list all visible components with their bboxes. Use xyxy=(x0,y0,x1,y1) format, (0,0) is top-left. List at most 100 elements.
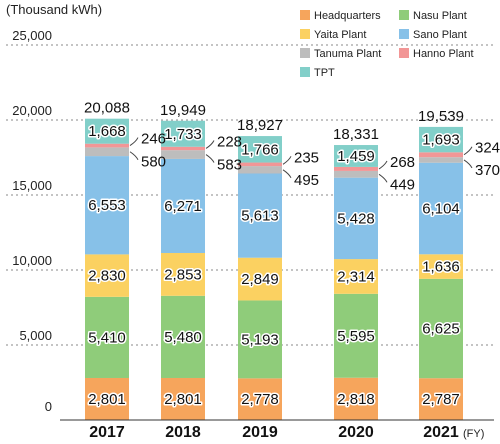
bar-segment xyxy=(85,296,129,378)
x-tick-label: 2019 xyxy=(242,424,278,441)
legend-label: Tanuma Plant xyxy=(314,48,381,60)
bar-segment xyxy=(334,377,378,420)
bar-segment xyxy=(419,152,463,158)
bar-segment xyxy=(85,254,129,297)
bar-segment xyxy=(161,158,205,253)
legend: Headquarters Nasu Plant Yaita Plant Sano Pl… xyxy=(300,10,474,79)
y-axis: 0 5,000 10,000 15,000 20,000 25,000 xyxy=(12,28,52,414)
segment-label: 2,853 xyxy=(164,266,202,283)
hanno-label: 235 xyxy=(294,149,319,166)
bar-segment xyxy=(161,150,205,159)
leader-line xyxy=(463,146,473,156)
bars xyxy=(85,118,463,420)
segment-label: 1,766 xyxy=(241,141,279,158)
total-label: 19,949 xyxy=(160,102,206,119)
legend-swatch xyxy=(300,48,310,58)
leader-line xyxy=(129,151,139,160)
tanuma-label: 449 xyxy=(390,176,415,193)
hanno-label: 324 xyxy=(475,140,500,157)
bar-segment xyxy=(334,145,378,167)
segment-label: 5,480 xyxy=(164,329,202,346)
hanno-label: 246 xyxy=(141,131,166,148)
bar-segment xyxy=(419,157,463,163)
bar-segment xyxy=(419,378,463,420)
hanno-label: 268 xyxy=(390,154,415,171)
legend-swatch xyxy=(399,10,409,20)
legend-swatch xyxy=(399,48,409,58)
fiscal-year-suffix: (FY) xyxy=(463,428,484,440)
legend-label: Hanno Plant xyxy=(413,48,474,60)
bar-segment xyxy=(238,378,282,420)
bar-segment xyxy=(419,278,463,379)
segment-label: 2,818 xyxy=(337,391,375,408)
segment-label: 2,849 xyxy=(241,271,279,288)
bar-segment xyxy=(238,257,282,301)
bar-segment xyxy=(161,252,205,296)
segment-label: 5,193 xyxy=(241,331,279,348)
bar-segment xyxy=(334,177,378,260)
segment-label: 6,625 xyxy=(422,321,460,338)
x-tick-label: 2021 xyxy=(423,424,459,441)
segment-label: 5,595 xyxy=(337,328,375,345)
unit-label: (Thousand kWh) xyxy=(6,2,102,17)
bar-segment xyxy=(238,300,282,379)
legend-label: TPT xyxy=(314,67,335,79)
tanuma-label: 370 xyxy=(475,162,500,179)
leader-line xyxy=(378,173,388,183)
bar-segment xyxy=(85,143,129,148)
bar-segment xyxy=(161,377,205,420)
total-label: 18,927 xyxy=(237,117,283,134)
segment-label: 5,428 xyxy=(337,210,375,227)
bar-segment xyxy=(419,126,463,153)
legend-swatch xyxy=(300,67,310,77)
bar-segment xyxy=(85,156,129,255)
segment-label: 1,459 xyxy=(337,148,375,165)
segment-label: 5,613 xyxy=(241,208,279,225)
bar-segment xyxy=(85,118,129,144)
segment-label: 1,668 xyxy=(88,123,126,140)
segment-label: 2,801 xyxy=(164,391,202,408)
segment-label: 2,778 xyxy=(241,391,279,408)
segment-label: 1,693 xyxy=(422,132,460,149)
total-label: 20,088 xyxy=(84,100,130,117)
segment-label: 1,636 xyxy=(422,259,460,276)
bar-segment xyxy=(238,166,282,174)
x-tick-label: 2017 xyxy=(89,424,125,441)
x-axis: 2017 2018 2019 2020 2021 xyxy=(60,419,494,441)
bar-segment xyxy=(334,166,378,171)
leader-line xyxy=(378,160,388,170)
legend-label: Yaita Plant xyxy=(314,29,366,41)
segment-label: 6,104 xyxy=(422,201,460,218)
segment-label: 2,830 xyxy=(88,268,126,285)
leader-line xyxy=(282,169,292,179)
segment-label: 1,733 xyxy=(164,126,202,143)
tanuma-label: 583 xyxy=(217,157,242,174)
bar-segment xyxy=(419,254,463,279)
segment-label: 6,553 xyxy=(88,197,126,214)
segment-label: 2,314 xyxy=(337,268,375,285)
segment-label: 6,271 xyxy=(164,198,202,215)
y-tick-label: 10,000 xyxy=(12,253,52,268)
leader-line xyxy=(129,137,139,146)
total-label: 19,539 xyxy=(418,108,464,125)
y-tick-label: 20,000 xyxy=(12,103,52,118)
bar-segment xyxy=(334,170,378,178)
bar-segment xyxy=(161,120,205,147)
legend-label: Sano Plant xyxy=(413,29,467,41)
leader-line xyxy=(205,140,215,149)
bar-segment xyxy=(161,146,205,151)
y-tick-label: 0 xyxy=(45,399,52,414)
bar-segment xyxy=(85,147,129,157)
bar-segment xyxy=(238,162,282,167)
legend-label: Nasu Plant xyxy=(413,10,467,22)
bar-segment xyxy=(238,173,282,258)
bar-segment xyxy=(85,377,129,420)
x-tick-label: 2020 xyxy=(338,424,374,441)
leader-line xyxy=(205,154,215,163)
bar-segment xyxy=(334,293,378,378)
segment-label: 2,787 xyxy=(422,391,460,408)
y-tick-label: 15,000 xyxy=(12,178,52,193)
segment-label: 2,801 xyxy=(88,391,126,408)
total-label: 18,331 xyxy=(333,126,379,143)
